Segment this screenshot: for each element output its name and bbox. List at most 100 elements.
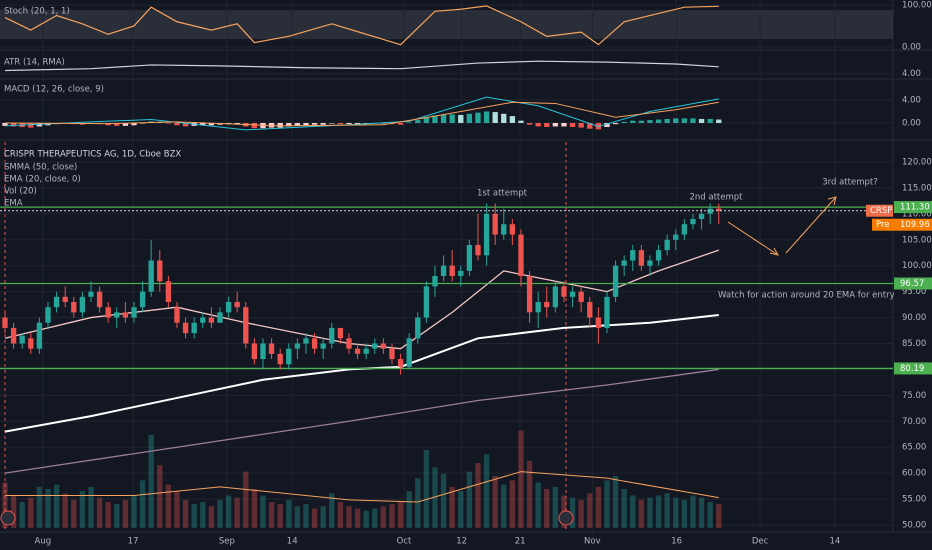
candle-body [458, 270, 464, 277]
macd-histogram [621, 121, 627, 123]
candle-body [208, 317, 215, 323]
volume-bar [612, 476, 619, 528]
volume-bar [251, 489, 258, 528]
candle-body [225, 302, 232, 313]
candle-body [131, 307, 137, 318]
candle-body [2, 317, 8, 328]
candle-body [612, 265, 619, 297]
volume-bar [88, 486, 94, 528]
volume-bar [36, 486, 43, 528]
volume-bar [225, 495, 232, 528]
macd-histogram [432, 115, 438, 123]
candle-body [79, 296, 86, 313]
macd-histogram [716, 119, 722, 123]
volume-bar [71, 499, 77, 528]
macd-histogram [303, 122, 309, 126]
candle-body [698, 213, 705, 220]
macd-histogram [406, 122, 412, 123]
volume-bar [492, 476, 498, 528]
x-tick-label: Oct [397, 537, 412, 547]
candle-body [260, 343, 266, 360]
macd-histogram [415, 120, 421, 123]
volume-bar [303, 504, 309, 528]
arrow [727, 221, 779, 256]
legend-item: EMA [4, 199, 23, 209]
candle-body [466, 244, 473, 271]
macd-histogram [681, 118, 688, 123]
volume-bar [200, 502, 206, 528]
candle-body [716, 208, 722, 211]
indicator-line [4, 368, 719, 474]
macd-histogram [569, 122, 576, 128]
y-tick-label: 110.00 [902, 209, 932, 219]
macd-histogram [552, 122, 559, 127]
macd-histogram [638, 120, 645, 123]
macd-histogram [630, 120, 636, 123]
candle-body [604, 296, 610, 328]
y-tick-label: 65.00 [902, 443, 926, 453]
macd-histogram [277, 122, 283, 128]
candle-body [62, 296, 68, 303]
volume-bar [45, 489, 51, 528]
macd-histogram [165, 122, 172, 124]
y-tick-label: 90.00 [902, 313, 926, 323]
volume-bar [664, 493, 670, 528]
candle-body [217, 312, 223, 323]
volume-bar [526, 460, 533, 528]
macd-histogram [501, 113, 507, 123]
y-tick-label: 100.00 [902, 261, 932, 271]
candle-body [234, 302, 240, 308]
candle-body [286, 348, 292, 365]
x-tick-label: 17 [128, 537, 139, 547]
volume-bar [122, 499, 129, 528]
volume-bar [595, 486, 602, 528]
macd-histogram [673, 118, 679, 123]
symbol-box [866, 204, 893, 217]
macd-histogram [131, 122, 137, 126]
volume-bar [501, 484, 507, 528]
candle-body [415, 317, 421, 339]
macd-histogram [578, 122, 584, 128]
candle-body [114, 312, 120, 318]
symbol-label: CRSP [870, 206, 892, 216]
atr-line [4, 60, 719, 72]
volume-bar [10, 495, 17, 528]
candle-body [655, 250, 662, 261]
candle-body [36, 322, 43, 349]
candle-body [191, 322, 197, 334]
volume-bar [578, 499, 584, 528]
candle-body [294, 343, 301, 349]
y-tick-label: 105.00 [902, 235, 932, 245]
candle-body [397, 359, 404, 367]
candle-body [578, 291, 584, 303]
volume-bar [191, 504, 197, 528]
candle-body [681, 224, 688, 235]
macd-histogram [492, 112, 498, 123]
volume-bar [509, 480, 516, 528]
volume-bar [294, 506, 301, 528]
premarket-value: 109.96 [900, 220, 930, 230]
candle-body [501, 224, 507, 235]
macd-histogram [174, 122, 180, 126]
volume-bar [440, 473, 447, 528]
candle-body [647, 260, 653, 266]
candle-body [174, 307, 180, 323]
earnings-icon [0, 510, 16, 526]
macd-histogram [466, 113, 473, 123]
y-tick-label: 95.00 [902, 287, 926, 297]
pane-title: Stoch (20, 1, 1) [4, 7, 70, 17]
candle-body [105, 307, 111, 318]
chart-title: CRISPR THERAPEUTICS AG, 1D, Cboe BZX [4, 150, 181, 160]
y-tick-label: 120.00 [902, 157, 932, 167]
volume-bar [698, 497, 705, 528]
macd-histogram [535, 122, 541, 127]
macd-line [4, 101, 719, 127]
macd-histogram [647, 120, 653, 123]
volume-bar [483, 454, 490, 528]
candle-body [303, 338, 309, 344]
candle-body [449, 265, 455, 277]
macd-histogram [10, 122, 17, 127]
candle-body [440, 265, 447, 277]
macd-histogram [311, 122, 318, 125]
